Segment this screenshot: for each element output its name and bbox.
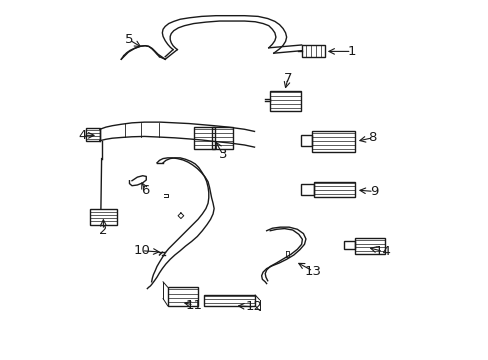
Text: 10: 10 (133, 244, 150, 257)
Text: 8: 8 (367, 131, 376, 144)
Text: 14: 14 (374, 245, 391, 258)
Text: 9: 9 (369, 185, 377, 198)
Text: 3: 3 (218, 148, 227, 162)
Text: 4: 4 (79, 129, 87, 142)
Text: 7: 7 (283, 72, 292, 85)
Text: 1: 1 (346, 45, 355, 58)
Text: 2: 2 (99, 224, 107, 237)
Text: 6: 6 (141, 184, 149, 197)
Text: 5: 5 (125, 33, 133, 46)
Text: 11: 11 (185, 298, 202, 311)
Text: 13: 13 (304, 265, 321, 278)
Text: 12: 12 (245, 300, 263, 313)
